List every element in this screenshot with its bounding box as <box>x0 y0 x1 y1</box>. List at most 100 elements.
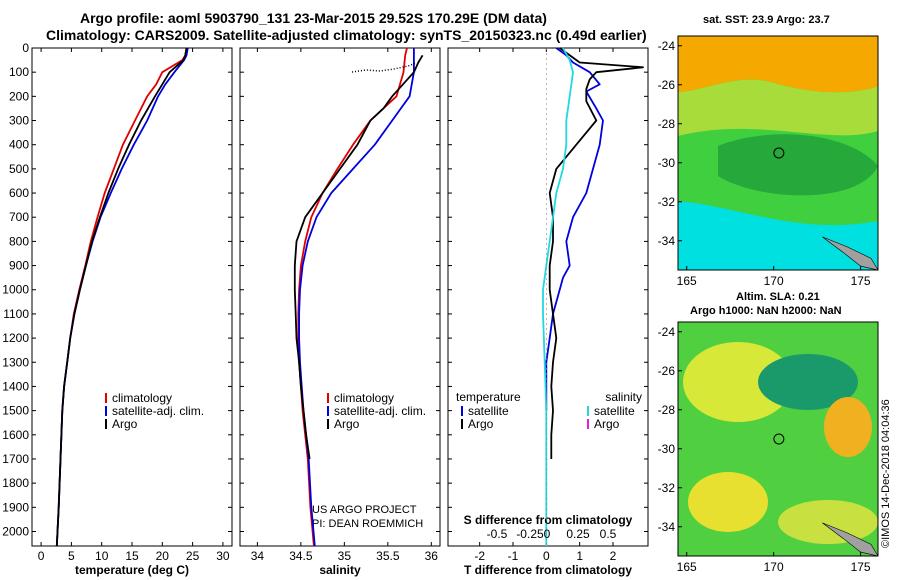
series-line-satellite-adj-clim- <box>55 47 189 547</box>
y-tick-label: 0 <box>22 41 29 55</box>
y-tick-label: 500 <box>9 162 29 176</box>
argo-salinity-surface-dots <box>351 62 417 73</box>
sla-map-title-1: Altim. SLA: 0.21 <box>736 291 820 303</box>
legend-label: Argo <box>468 417 494 431</box>
y-tick-label: 400 <box>9 138 29 152</box>
x-tick-label: 5 <box>68 549 75 563</box>
series-line-satellite-adj-clim- <box>298 48 415 547</box>
argo-position-marker <box>773 147 785 159</box>
x-axis-label-differences: T difference from climatology <box>464 563 632 577</box>
map-y-tick-label: -26 <box>658 78 676 92</box>
map-y-tick-label: -30 <box>658 156 676 170</box>
x-tick-label: 36 <box>425 549 439 563</box>
legend-label: satellite-adj. clim. <box>112 404 204 418</box>
argo-position-marker <box>773 433 785 445</box>
legend-title-temperature: temperature <box>456 390 521 404</box>
legend-label: Argo <box>112 417 138 431</box>
y-tick-label: 1400 <box>2 379 29 393</box>
y-tick-label: 700 <box>9 210 29 224</box>
map-x-tick-label: 170 <box>764 560 784 574</box>
x-tick-label: 0 <box>543 549 550 563</box>
y-tick-label: 1200 <box>2 331 29 345</box>
secondary-axis-label: S difference from climatology <box>464 513 633 527</box>
x-tick-label: 34 <box>251 549 265 563</box>
map-y-tick-label: -34 <box>658 234 676 248</box>
map-y-tick-label: -30 <box>658 442 676 456</box>
x-tick-label: 2 <box>610 549 617 563</box>
x-tick-label: 20 <box>156 549 170 563</box>
y-tick-label: 1300 <box>2 355 29 369</box>
legend-label: Argo <box>334 417 360 431</box>
map-y-tick-label: -34 <box>658 520 676 534</box>
secondary-tick-label: 0.25 <box>566 527 590 541</box>
x-tick-label: -1 <box>508 549 519 563</box>
sla-mid-south <box>778 500 878 544</box>
legend-label: climatology <box>112 391 172 405</box>
secondary-tick-label: 0.5 <box>600 527 617 541</box>
secondary-tick-label: -0.25 <box>516 527 544 541</box>
x-tick-label: 35 <box>338 549 352 563</box>
x-tick-label: 34.5 <box>289 549 313 563</box>
map-x-tick-label: 165 <box>677 274 697 288</box>
sla-high-east <box>824 397 872 457</box>
sla-low-eddy <box>758 354 858 410</box>
map-x-tick-label: 165 <box>677 560 697 574</box>
series-line-salinity-satellite <box>542 47 574 546</box>
series-line-temperature-argo <box>548 47 644 459</box>
y-tick-label: 800 <box>9 234 29 248</box>
panel-frame-salinity <box>239 47 441 547</box>
series-line-climatology <box>55 47 188 547</box>
y-tick-label: 1500 <box>2 404 29 418</box>
figure-title-line-2: Climatology: CARS2009. Satellite-adjuste… <box>46 27 647 43</box>
panel-frame-temperature <box>31 47 233 547</box>
secondary-tick-label: -0.5 <box>487 527 508 541</box>
x-tick-label: 30 <box>216 549 230 563</box>
map-frame <box>677 35 879 271</box>
sst-warm-region <box>678 36 878 93</box>
map-x-tick-label: 175 <box>851 274 871 288</box>
map-y-tick-label: -32 <box>658 195 676 209</box>
secondary-tick-label: 0 <box>544 527 551 541</box>
x-tick-label: 10 <box>95 549 109 563</box>
y-tick-label: 1900 <box>2 500 29 514</box>
y-tick-label: 600 <box>9 186 29 200</box>
x-tick-label: 1 <box>576 549 583 563</box>
y-tick-label: 2000 <box>2 524 29 538</box>
map-y-tick-label: -28 <box>658 403 676 417</box>
sst-cold-region <box>678 201 878 270</box>
y-tick-label: 1600 <box>2 428 29 442</box>
map-x-tick-label: 175 <box>851 560 871 574</box>
figure-title-line-1: Argo profile: aoml 5903790_131 23-Mar-20… <box>80 10 547 26</box>
y-tick-label: 1100 <box>3 307 29 321</box>
map-x-tick-label: 170 <box>764 274 784 288</box>
sla-high-region <box>683 342 793 422</box>
project-line-2: PI: DEAN ROEMMICH <box>312 518 424 530</box>
y-tick-label: 1800 <box>2 476 29 490</box>
x-axis-label-salinity: salinity <box>319 563 361 577</box>
project-line-1: US ARGO PROJECT <box>312 504 417 516</box>
legend-label: climatology <box>334 391 394 405</box>
sst-cool-eddy <box>718 134 878 196</box>
series-line-argo <box>293 54 424 460</box>
series-line-temperature-satellite <box>545 47 604 411</box>
map-y-tick-label: -32 <box>658 481 676 495</box>
legend-label: satellite <box>468 404 509 418</box>
map-y-tick-label: -24 <box>658 39 676 53</box>
sla-map-title-2: Argo h1000: NaN h2000: NaN <box>690 305 842 317</box>
y-tick-label: 900 <box>9 259 29 273</box>
y-tick-label: 300 <box>9 114 29 128</box>
legend-title-salinity: salinity <box>605 390 642 404</box>
y-tick-label: 200 <box>9 89 29 103</box>
legend-label: Argo <box>594 417 620 431</box>
y-tick-label: 100 <box>9 65 29 79</box>
x-tick-label: 35.5 <box>376 549 400 563</box>
map-frame <box>677 321 879 557</box>
panel-frame-differences <box>447 47 649 547</box>
sst-map-title: sat. SST: 23.9 Argo: 23.7 <box>703 14 830 26</box>
sla-map <box>677 321 879 557</box>
map-y-tick-label: -24 <box>658 325 676 339</box>
sst-map <box>677 35 879 271</box>
map-y-tick-label: -28 <box>658 117 676 131</box>
